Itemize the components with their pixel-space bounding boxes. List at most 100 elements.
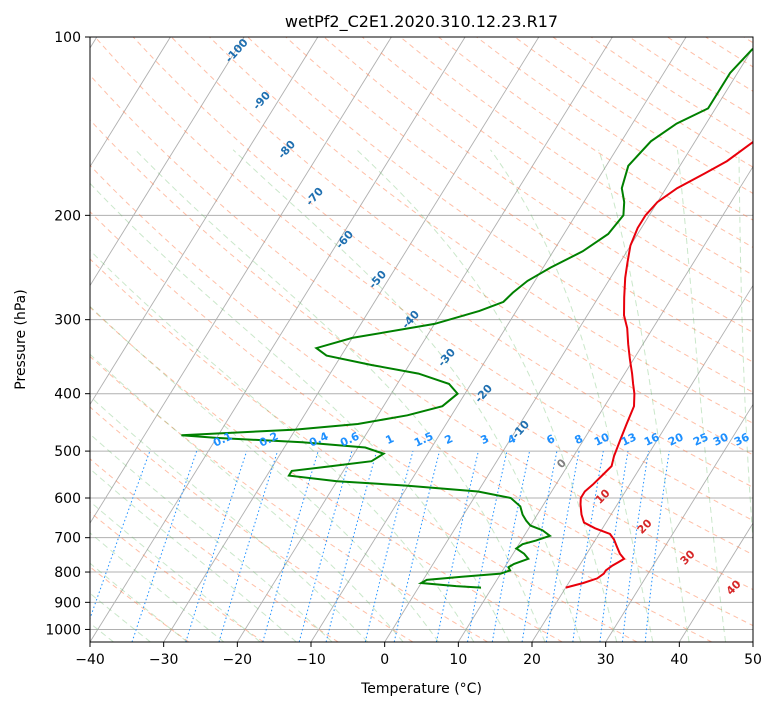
dewpoint-profile-line — [181, 47, 753, 589]
isotherm-line — [605, 403, 753, 642]
x-tick-label: −20 — [223, 652, 253, 668]
mixing-ratio-label: 20 — [666, 430, 686, 448]
moist-adiabat-line — [90, 353, 404, 642]
dry-adiabat-line — [552, 37, 753, 168]
isotherm-line — [457, 165, 753, 642]
isotherm-line — [531, 284, 753, 642]
x-tick-label: 30 — [597, 652, 615, 668]
dry-adiabat-line — [590, 37, 753, 143]
mixing-ratio-label: 10 — [592, 430, 612, 448]
mixing-ratio-line — [218, 450, 279, 642]
chart-title: wetPf2_C2E1.2020.310.12.23.R17 — [285, 12, 558, 32]
moist-adiabat-line — [90, 305, 439, 642]
x-axis: −40 −30 −20 −10 0 10 20 30 40 50 — [75, 642, 762, 668]
mixing-ratio-label: 30 — [711, 430, 731, 448]
dry-adiabat-line — [132, 37, 753, 488]
mixing-ratio-line — [262, 450, 319, 642]
dry-adiabat-line — [209, 37, 753, 424]
isotherm-line — [90, 37, 392, 524]
mixing-ratio-label: 13 — [619, 430, 638, 448]
isotherm-line — [90, 37, 466, 642]
mixing-ratio-line — [435, 450, 479, 642]
mixing-ratio-line — [545, 451, 580, 642]
y-tick-label: 400 — [54, 387, 81, 403]
dry-adiabat-line — [90, 306, 563, 642]
isotherm-line — [384, 47, 753, 642]
moist-adiabat-line — [232, 149, 582, 642]
mixing-ratio-line — [572, 451, 604, 642]
dry-adiabat-line — [90, 406, 414, 642]
mixing-ratio-line — [621, 451, 649, 642]
x-tick-label: −30 — [149, 652, 179, 668]
dry-adiabat-line — [90, 119, 753, 591]
moist-adiabat-line — [90, 500, 261, 642]
isotherm-line — [90, 37, 245, 287]
isotherm-line — [90, 37, 171, 168]
moist-adiabat-line — [90, 532, 225, 642]
y-tick-label: 500 — [54, 444, 81, 460]
dry-adiabat-line — [94, 37, 753, 522]
mixing-ratio-line — [521, 451, 558, 642]
dry-adiabat-line — [171, 37, 753, 456]
dry-adiabat-line — [90, 74, 753, 556]
mixing-ratio-line — [599, 451, 629, 642]
mixing-ratio-label: 36 — [732, 430, 752, 448]
mixing-ratio-line — [131, 450, 198, 642]
isotherm-line — [163, 37, 540, 642]
dry-adiabat-line — [399, 37, 753, 276]
mixing-ratio-line — [644, 451, 670, 642]
moist-adiabat-line — [90, 182, 510, 642]
moist-adiabat-line — [90, 468, 297, 642]
y-tick-label: 100 — [54, 30, 81, 46]
mixing-ratio-line — [298, 450, 353, 642]
mixing-ratio-line — [90, 450, 151, 621]
mixing-ratio-line — [393, 450, 440, 642]
dry-adiabat-line — [90, 258, 638, 642]
mixing-ratio-label: 16 — [642, 430, 662, 448]
moist-adiabat-line — [90, 395, 369, 642]
moist-adiabat-line — [598, 149, 690, 642]
dry-adiabat-line — [90, 164, 753, 627]
mixing-ratio-line — [364, 450, 414, 642]
moist-adiabat-line — [356, 149, 618, 642]
moist-adiabat-line — [90, 249, 475, 642]
moist-adiabat-line — [90, 592, 151, 642]
x-tick-label: −10 — [296, 652, 326, 668]
x-tick-label: 0 — [380, 652, 389, 668]
plot-frame — [89, 36, 754, 643]
y-tick-label: 900 — [54, 595, 81, 611]
y-tick-label: 1000 — [45, 622, 81, 638]
mixing-ratio-line — [467, 450, 508, 642]
x-axis-label: Temperature (°C) — [360, 681, 482, 697]
dry-adiabat-line — [90, 211, 712, 642]
x-tick-label: 10 — [449, 652, 467, 668]
isotherm-line — [90, 37, 319, 406]
moist-adiabat-line — [738, 149, 753, 547]
dry-adiabat-line — [361, 37, 753, 305]
dry-adiabat-line — [514, 37, 753, 194]
x-tick-label: 40 — [670, 652, 688, 668]
y-tick-label: 800 — [54, 565, 81, 581]
moist-adiabat-line — [90, 562, 188, 642]
x-tick-label: −40 — [75, 652, 105, 668]
mixing-ratio-line — [491, 450, 531, 642]
y-axis-label: Pressure (hPa) — [13, 289, 29, 389]
moist-adiabat-line — [134, 149, 546, 642]
y-axis: 100 200 300 400 500 600 700 800 900 1000 — [45, 30, 90, 638]
dry-adiabat-line — [438, 37, 753, 248]
isotherm-line — [236, 37, 613, 642]
mixing-ratio-label: 25 — [691, 430, 710, 448]
y-tick-label: 600 — [54, 491, 81, 507]
temperature-profile-line — [565, 140, 753, 589]
x-tick-label: 20 — [523, 652, 541, 668]
moist-adiabat-line — [490, 149, 654, 642]
series-group — [181, 47, 753, 589]
mixing-ratio-line — [185, 450, 248, 642]
x-tick-label: 50 — [744, 652, 762, 668]
y-tick-label: 700 — [54, 531, 81, 547]
y-tick-label: 300 — [54, 313, 81, 329]
y-tick-label: 200 — [54, 208, 81, 224]
isotherm-line — [678, 522, 753, 642]
